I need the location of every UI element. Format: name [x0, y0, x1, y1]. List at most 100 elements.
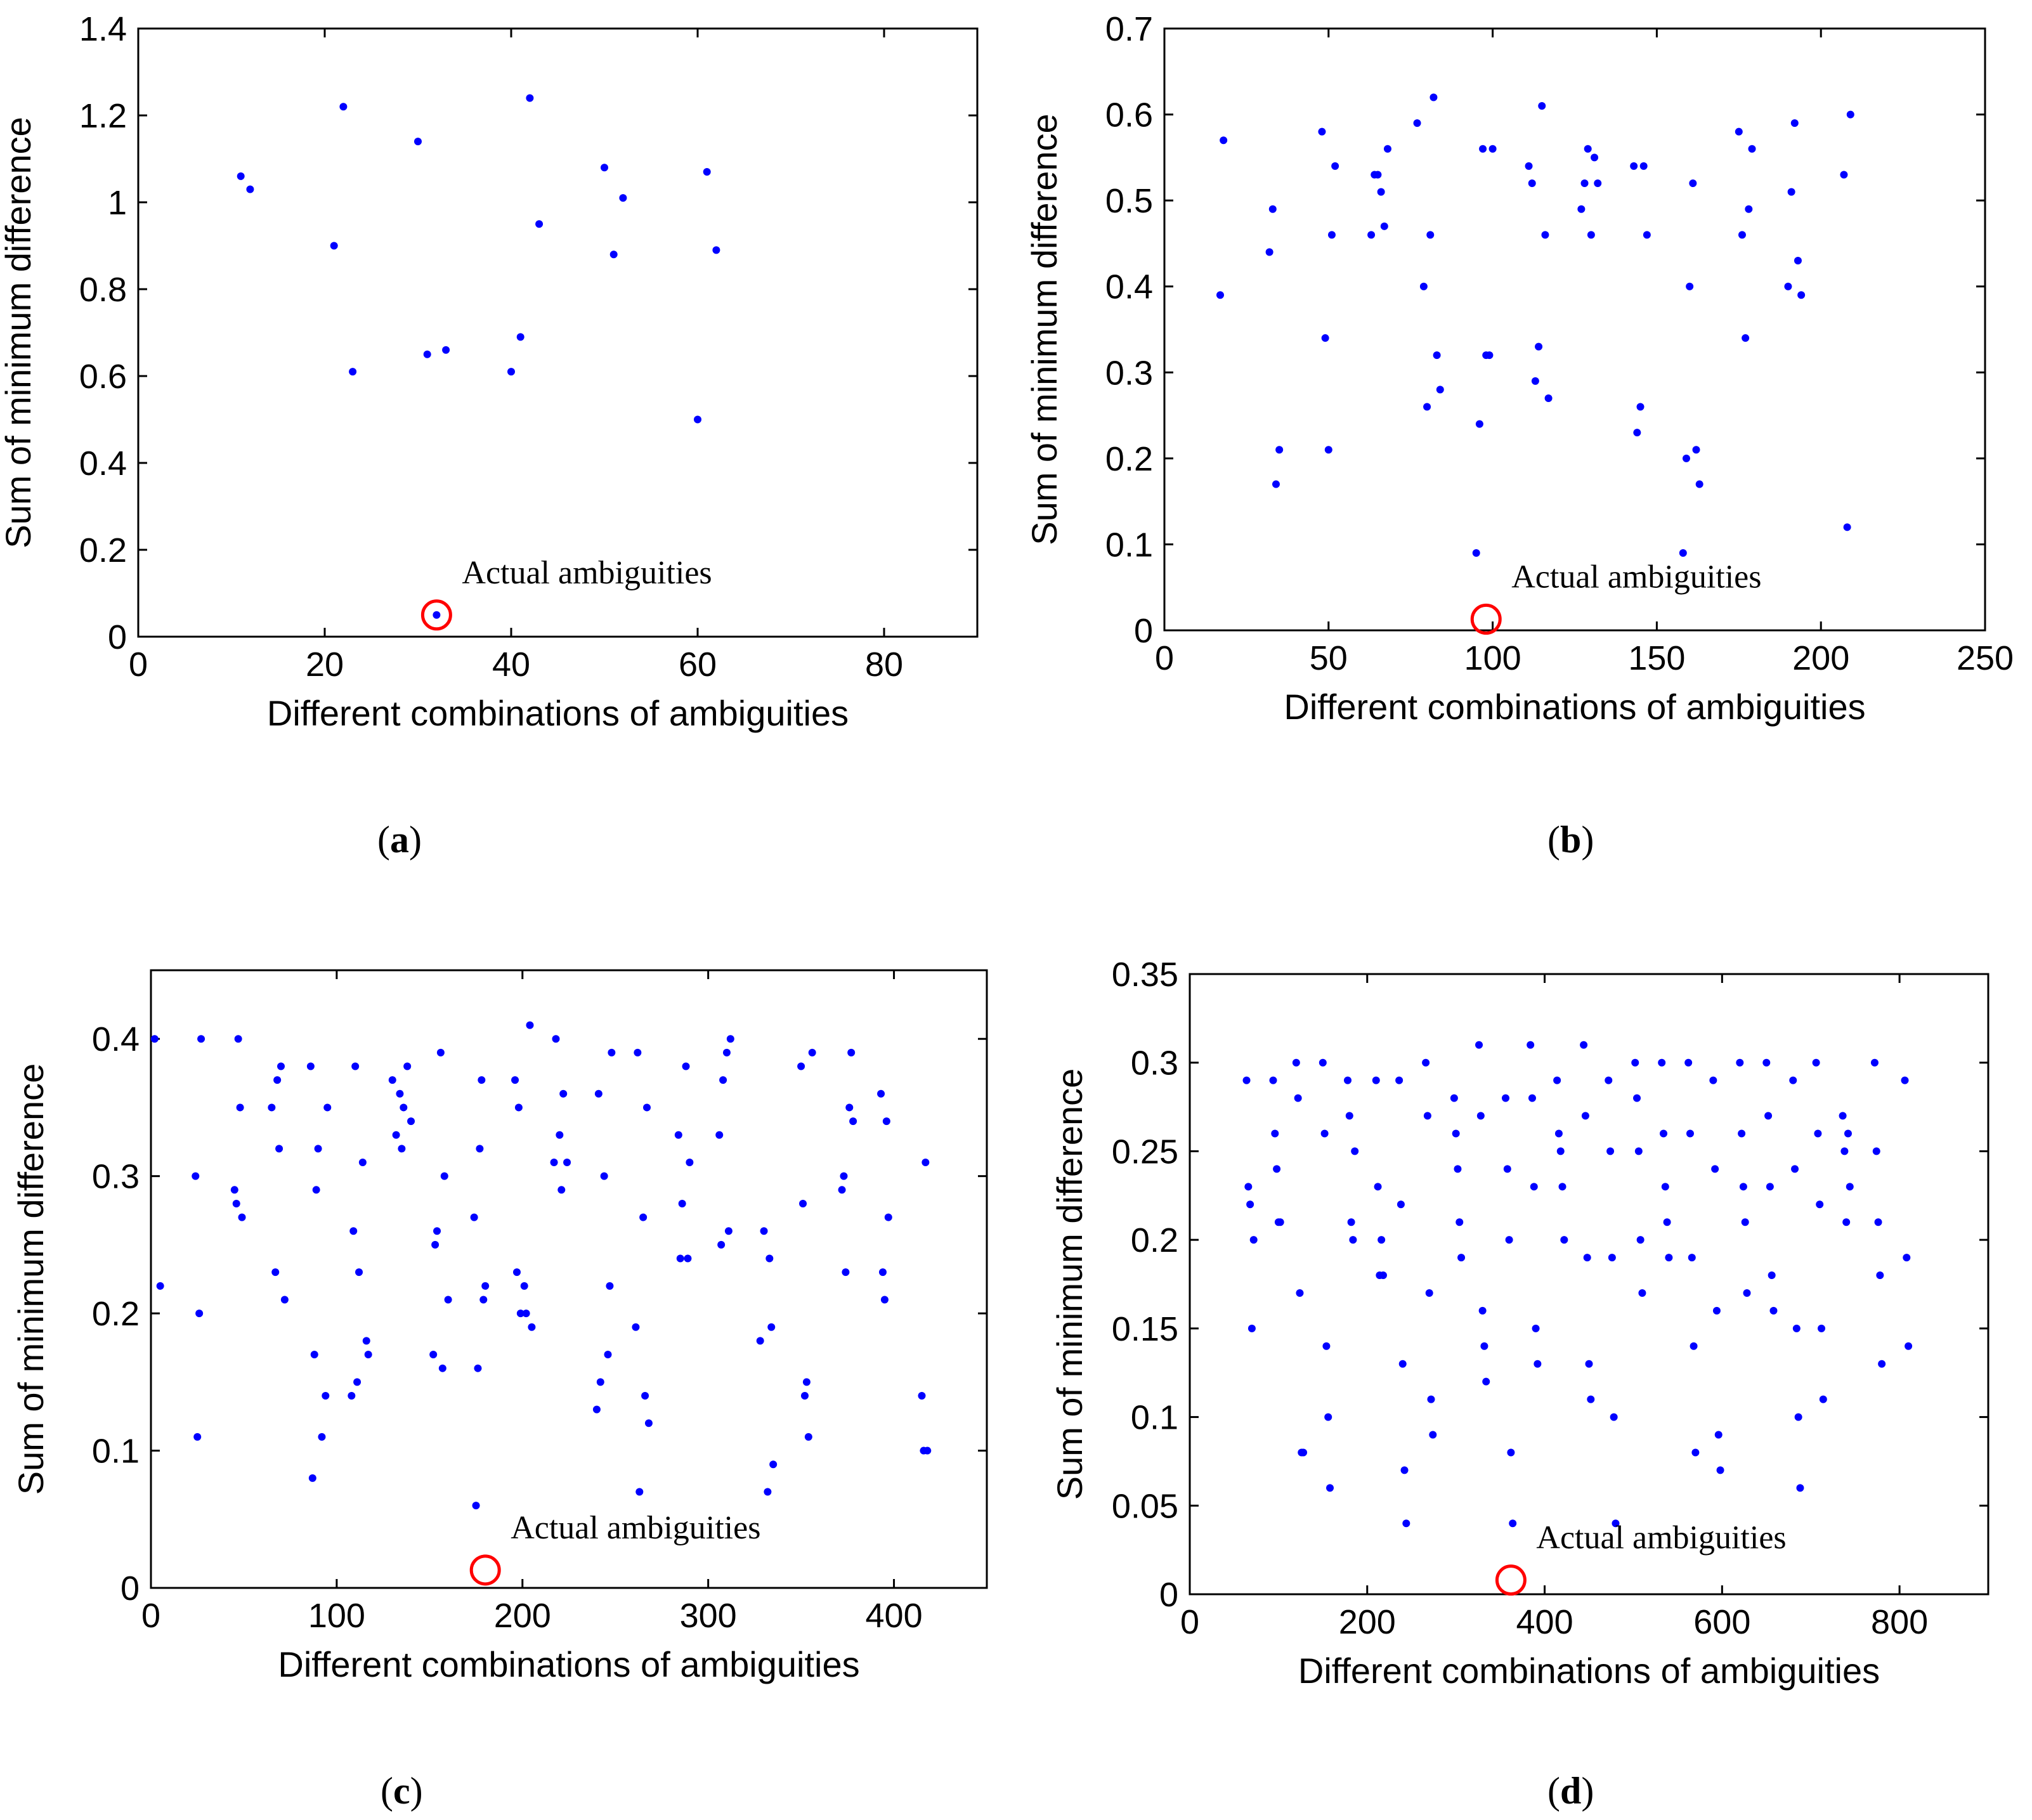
data-point — [1326, 1484, 1334, 1492]
x-tick-label: 800 — [1871, 1603, 1928, 1641]
data-point — [1690, 1342, 1698, 1350]
data-point — [1244, 1183, 1253, 1191]
panel-label-c: (c) — [381, 1770, 423, 1812]
data-point — [1377, 188, 1385, 196]
data-point — [1636, 403, 1644, 411]
data-point — [1247, 1324, 1256, 1332]
data-point — [1691, 1448, 1700, 1457]
data-point — [1842, 1218, 1851, 1226]
data-point — [1395, 1076, 1404, 1084]
data-point — [717, 1240, 726, 1249]
data-point — [756, 1337, 764, 1345]
data-point — [1631, 1058, 1639, 1067]
data-point — [1686, 282, 1694, 290]
y-tick-label: 0.4 — [79, 445, 127, 483]
data-point — [526, 94, 534, 102]
data-point — [1714, 1431, 1723, 1439]
data-point — [230, 1186, 238, 1194]
data-point — [1273, 1165, 1281, 1173]
y-tick-label: 1 — [108, 184, 127, 222]
data-point — [802, 1378, 811, 1386]
data-point — [275, 1145, 283, 1153]
chart-a: 0 20 40 60 80 0 0.2 0.4 0.6 0.8 1 1.2 1.4 Different c… — [0, 10, 979, 733]
data-point — [323, 1103, 332, 1112]
data-point — [1794, 1413, 1802, 1421]
panel-label-d-text: d — [1560, 1770, 1582, 1812]
data-point — [1275, 446, 1284, 454]
data-point — [1456, 1218, 1464, 1226]
data-point — [840, 1172, 848, 1180]
data-point — [1560, 1236, 1568, 1244]
data-point — [312, 1186, 320, 1194]
data-point — [1661, 1183, 1669, 1191]
data-point — [644, 1419, 653, 1427]
data-point — [1741, 1218, 1749, 1226]
data-point — [1324, 1413, 1332, 1421]
data-point — [318, 1433, 326, 1441]
data-point — [1903, 1254, 1911, 1262]
data-point — [1482, 1377, 1490, 1386]
data-point — [1475, 420, 1483, 428]
data-point — [1502, 1094, 1510, 1102]
data-point — [1478, 1306, 1487, 1315]
data-point — [1475, 1041, 1483, 1049]
data-point — [339, 103, 348, 111]
data-point — [694, 415, 701, 424]
data-point — [601, 164, 608, 172]
data-point — [1413, 119, 1421, 127]
data-point — [1736, 1058, 1744, 1067]
data-point — [1583, 1254, 1591, 1262]
plot-frame — [1163, 27, 1986, 632]
data-point — [478, 1076, 486, 1084]
data-point — [520, 1282, 528, 1290]
data-point — [349, 1227, 358, 1235]
x-tick-label: 150 — [1628, 639, 1685, 677]
data-point — [1610, 1413, 1618, 1421]
data-point — [1276, 1218, 1284, 1226]
data-point — [550, 1159, 558, 1167]
y-tick-label: 0.05 — [1112, 1487, 1178, 1525]
data-point — [481, 1282, 490, 1290]
data-point — [476, 1145, 484, 1153]
data-point — [1665, 1254, 1673, 1262]
data-point — [678, 1199, 686, 1207]
data-point — [444, 1296, 452, 1304]
data-point — [1402, 1519, 1410, 1528]
data-point — [1844, 1129, 1852, 1138]
data-point — [804, 1433, 812, 1441]
data-point — [1679, 549, 1687, 557]
data-point — [1322, 1342, 1331, 1350]
data-point — [514, 1103, 523, 1112]
data-point — [849, 1117, 857, 1126]
chart-b: 0 50 100 150 200 250 0 0.1 0.2 0.3 0.4 0.5 0.6 0.7 Dif… — [1024, 10, 2014, 727]
data-point — [719, 1076, 727, 1084]
data-point — [1594, 179, 1602, 188]
data-point — [1789, 1076, 1797, 1084]
x-tick-label: 80 — [865, 646, 903, 684]
data-point — [193, 1433, 202, 1441]
data-point — [842, 1268, 850, 1277]
data-point — [1344, 1076, 1352, 1084]
data-point — [1580, 1041, 1588, 1049]
data-point — [535, 220, 544, 228]
actual-ambiguities-marker — [1495, 1564, 1527, 1596]
plot-frame — [150, 969, 988, 1589]
data-point — [1541, 231, 1549, 239]
data-point — [268, 1103, 276, 1112]
data-point — [322, 1391, 330, 1400]
data-point — [635, 1488, 644, 1496]
data-point — [237, 172, 245, 180]
data-point — [1762, 1058, 1771, 1067]
data-point — [236, 1103, 244, 1112]
data-point — [1299, 1448, 1308, 1457]
data-point — [1711, 1165, 1719, 1173]
data-point — [1840, 171, 1848, 179]
data-point — [526, 1021, 534, 1029]
y-tick-label: 0.3 — [92, 1158, 140, 1196]
data-point — [604, 1351, 612, 1359]
data-point — [619, 194, 627, 202]
data-point — [1534, 1360, 1542, 1368]
data-point — [1787, 188, 1795, 196]
data-point — [1294, 1094, 1302, 1102]
data-point — [799, 1199, 807, 1207]
